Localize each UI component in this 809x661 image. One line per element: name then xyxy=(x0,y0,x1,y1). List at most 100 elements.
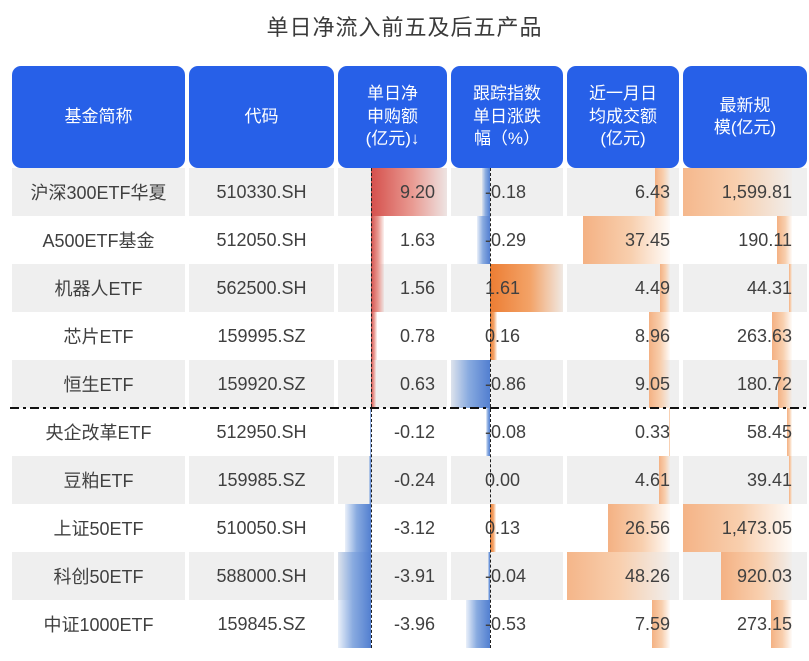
code-cell: 512050.SH xyxy=(189,216,334,264)
turnover-cell: 37.45 xyxy=(567,216,679,264)
fund-code: 159920.SZ xyxy=(217,373,306,394)
net-subscription-value: 9.20 xyxy=(399,181,435,202)
index-change-value: 0.00 xyxy=(484,469,521,490)
aum-cell: 180.72 xyxy=(683,360,807,408)
fund-name-cell: 芯片ETF xyxy=(12,312,185,360)
turnover-cell: 0.33 xyxy=(567,408,679,456)
aum-value: 44.31 xyxy=(746,277,792,298)
turnover-value: 7.59 xyxy=(634,613,670,634)
index-change-cell: -0.53 xyxy=(451,600,563,648)
fund-name: 上证50ETF xyxy=(53,519,144,539)
turnover-value: 9.05 xyxy=(634,373,670,394)
index-change-value: -0.18 xyxy=(484,181,527,202)
code-cell: 510330.SH xyxy=(189,168,334,216)
turnover-bar xyxy=(659,456,670,504)
fund-name-cell: 上证50ETF xyxy=(12,504,185,552)
index-change-value: -0.53 xyxy=(484,613,527,634)
index-change-cell: -0.18 xyxy=(451,168,563,216)
index-change-bar xyxy=(488,552,490,600)
header-fund-name[interactable]: 基金简称 xyxy=(12,66,185,168)
aum-value: 1,473.05 xyxy=(721,517,792,538)
table-body: 沪深300ETF华夏 510330.SH 9.20 -0.18 6.43 1,5… xyxy=(12,168,807,648)
turnover-bar xyxy=(649,312,670,360)
index-change-value: -0.04 xyxy=(484,565,527,586)
table-row: A500ETF基金 512050.SH 1.63 -0.29 37.45 190… xyxy=(12,216,807,264)
turnover-bar xyxy=(655,168,670,216)
net-subscription-cell: -0.12 xyxy=(338,408,447,456)
turnover-bar xyxy=(669,408,670,456)
header-latest-aum[interactable]: 最新规 模(亿元) xyxy=(683,66,807,168)
table-row: 沪深300ETF华夏 510330.SH 9.20 -0.18 6.43 1,5… xyxy=(12,168,807,216)
net-subscription-cell: -0.24 xyxy=(338,456,447,504)
fund-name-cell: 中证1000ETF xyxy=(12,600,185,648)
turnover-cell: 26.56 xyxy=(567,504,679,552)
net-subscription-bar xyxy=(338,600,371,648)
fund-code: 562500.SH xyxy=(216,277,307,298)
index-change-cell: 0.13 xyxy=(451,504,563,552)
index-change-value: -0.86 xyxy=(484,373,527,394)
net-subscription-value: 1.63 xyxy=(399,229,435,250)
aum-bar xyxy=(788,456,792,504)
net-subscription-cell: 0.63 xyxy=(338,360,447,408)
aum-bar xyxy=(788,264,792,312)
turnover-cell: 6.43 xyxy=(567,168,679,216)
turnover-value: 0.33 xyxy=(634,421,670,442)
net-subscription-cell: 9.20 xyxy=(338,168,447,216)
aum-cell: 920.03 xyxy=(683,552,807,600)
aum-bar xyxy=(787,408,792,456)
index-change-cell: 0.16 xyxy=(451,312,563,360)
turnover-bar xyxy=(567,552,670,600)
turnover-cell: 4.61 xyxy=(567,456,679,504)
index-change-cell: -0.08 xyxy=(451,408,563,456)
net-subscription-bar xyxy=(369,408,371,456)
index-change-cell: -0.29 xyxy=(451,216,563,264)
index-change-value: 1.61 xyxy=(484,277,521,298)
index-change-bar xyxy=(489,504,496,552)
aum-value: 263.63 xyxy=(736,325,792,346)
header-code[interactable]: 代码 xyxy=(189,66,334,168)
index-change-value: -0.08 xyxy=(484,421,527,442)
fund-code: 512950.SH xyxy=(216,421,307,442)
net-subscription-cell: 1.56 xyxy=(338,264,447,312)
header-avg-turnover[interactable]: 近一月日 均成交额 (亿元) xyxy=(567,66,679,168)
aum-cell: 58.45 xyxy=(683,408,807,456)
turnover-value: 8.96 xyxy=(634,325,670,346)
fund-code: 512050.SH xyxy=(216,229,307,250)
code-cell: 159845.SZ xyxy=(189,600,334,648)
net-subscription-bar xyxy=(370,312,378,360)
fund-flow-table: 基金简称 代码 单日净 申购额 (亿元)↓ 跟踪指数 单日涨跌 幅（%） 近一月… xyxy=(10,66,809,648)
net-subscription-value: -3.12 xyxy=(393,517,435,538)
turnover-value: 4.49 xyxy=(634,277,670,298)
code-cell: 562500.SH xyxy=(189,264,334,312)
top5-bottom5-divider xyxy=(10,407,809,409)
index-change-cell: 0.00 xyxy=(451,456,563,504)
net-subscription-bar xyxy=(344,504,371,552)
table-row: 上证50ETF 510050.SH -3.12 0.13 26.56 1,473… xyxy=(12,504,807,552)
aum-bar xyxy=(770,600,792,648)
header-net-subscription-sorted[interactable]: 单日净 申购额 (亿元)↓ xyxy=(338,66,447,168)
index-change-value: -0.29 xyxy=(484,229,527,250)
table-row: 恒生ETF 159920.SZ 0.63 -0.86 9.05 180.72 xyxy=(12,360,807,408)
net-subscription-cell: 1.63 xyxy=(338,216,447,264)
aum-cell: 263.63 xyxy=(683,312,807,360)
index-change-cell: -0.86 xyxy=(451,360,563,408)
aum-bar xyxy=(683,504,792,552)
header-index-change[interactable]: 跟踪指数 单日涨跌 幅（%） xyxy=(451,66,563,168)
aum-cell: 190.11 xyxy=(683,216,807,264)
fund-name: 恒生ETF xyxy=(63,375,134,395)
fund-name-cell: A500ETF基金 xyxy=(12,216,185,264)
turnover-value: 6.43 xyxy=(634,181,670,202)
index-change-bar xyxy=(486,408,490,456)
table-row: 豆粕ETF 159985.SZ -0.24 0.00 4.61 39.41 xyxy=(12,456,807,504)
aum-value: 1,599.81 xyxy=(721,181,792,202)
fund-name: 机器人ETF xyxy=(54,279,143,299)
fund-code: 159845.SZ xyxy=(217,613,306,634)
turnover-bar xyxy=(608,504,670,552)
fund-name: A500ETF基金 xyxy=(42,231,155,251)
fund-name: 芯片ETF xyxy=(63,327,134,347)
net-subscription-bar xyxy=(370,168,447,216)
fund-name-cell: 沪深300ETF华夏 xyxy=(12,168,185,216)
fund-name-cell: 科创50ETF xyxy=(12,552,185,600)
aum-cell: 1,599.81 xyxy=(683,168,807,216)
